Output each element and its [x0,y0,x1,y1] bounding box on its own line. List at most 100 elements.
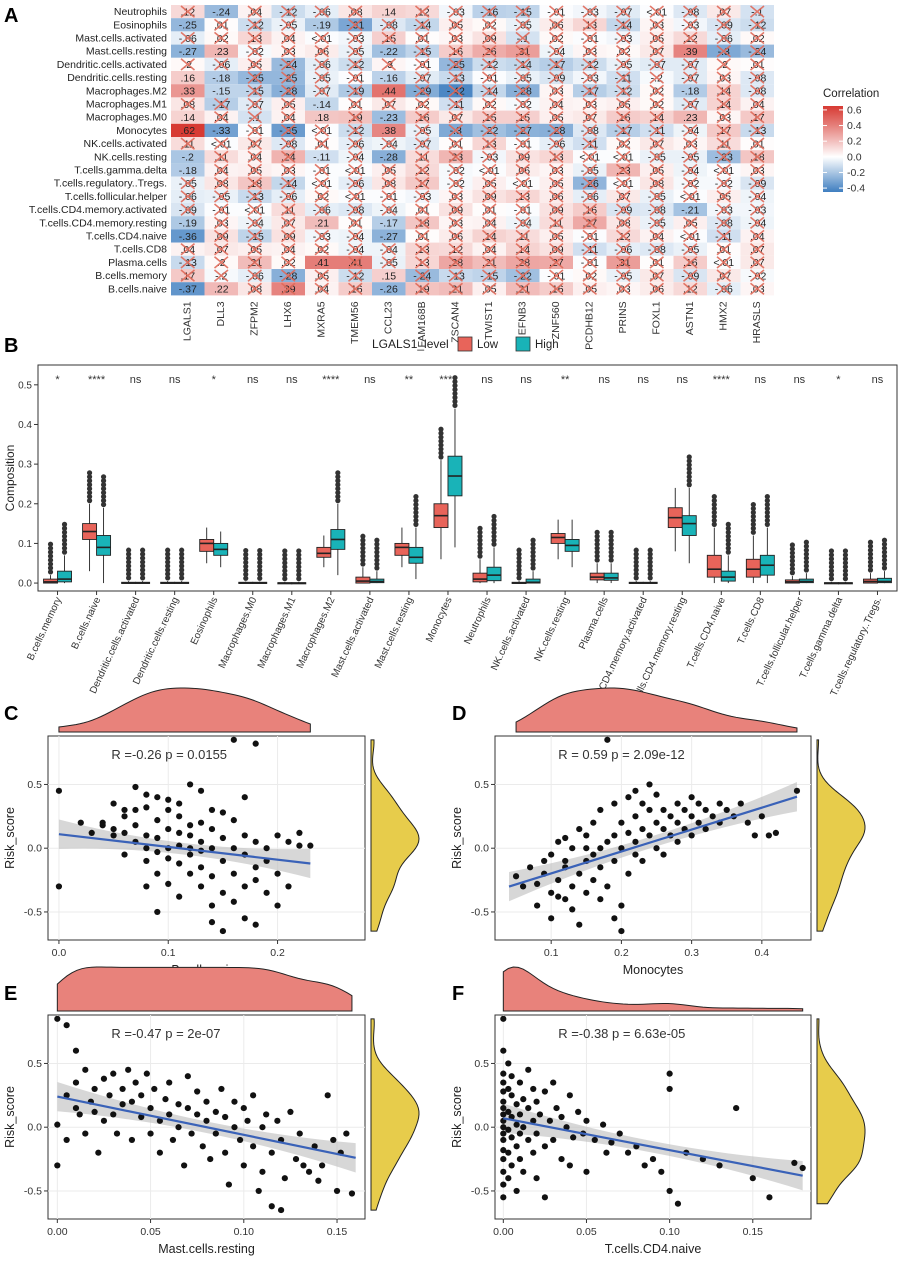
scatter-point [541,1088,548,1095]
heatmap-cross-mark [414,216,430,230]
scatter-point [575,1108,582,1115]
boxplot-outlier [711,513,717,520]
boxplot-outlier [438,426,444,432]
scatter-point [82,1066,89,1073]
heatmap-cell-label: -.28 [380,152,398,164]
correlation-annotation: R =-0.26 p = 0.0155 [111,747,227,762]
heatmap-col-label: ZFPM2 [249,301,261,336]
boxplot-outlier [750,529,756,535]
heatmap-cell-label: -.21 [681,204,699,216]
heatmap-cross-mark [582,282,598,296]
heatmap-cross-mark [615,44,631,58]
scatter-point [566,1092,573,1099]
boxplot-outlier [881,541,888,547]
heatmap-cross-mark [548,216,564,230]
boxplot-outlier [257,563,263,570]
scatter-x-tick-label: 0.10 [659,1226,680,1238]
scatter-point [600,1121,607,1128]
scatter-point [632,851,639,858]
boxplot-outlier [750,513,756,520]
scatter-y-tick-label: 0.0 [474,843,489,855]
boxplot-outlier [647,563,653,569]
heatmap-cross-mark [515,176,531,190]
scatter-point [231,1098,238,1105]
boxplot-outlier [126,571,132,577]
heatmap-cross-mark [749,229,765,243]
scatter-point [716,1162,723,1169]
boxplot-outlier [686,470,692,476]
scatter-point [563,1124,570,1131]
scatter-point [230,736,237,743]
boxplot-outlier [711,509,717,516]
boxplot-legend-key [515,336,531,352]
heatmap-cross-mark [247,282,263,296]
heatmap-cross-mark [582,84,598,98]
heatmap-cross-mark [481,242,497,256]
heatmap-cross-mark [180,58,196,71]
heatmap-cell [372,5,406,19]
heatmap-cross-mark [649,242,665,256]
heatmap-cell-label: -.37 [179,284,197,296]
boxplot-outlier [438,446,444,452]
boxplot-outlier [86,470,93,476]
scatter-point [583,889,590,896]
heatmap-cross-mark [749,242,765,256]
panel-label-d: D [452,703,466,725]
scatter-point [100,1117,108,1124]
boxplot-outlier [491,533,497,539]
scatter-point [77,819,84,826]
scatter-point [604,736,611,743]
heatmap-cell [305,150,339,164]
heatmap-cross-mark [716,18,732,32]
boxplot-y-tick-label: 0.2 [18,499,32,510]
scatter-point [208,902,216,909]
heatmap-cross-mark [280,163,296,177]
scatter-point [562,834,569,842]
boxplot-outlier [828,548,835,554]
heatmap-cross-mark [582,97,598,111]
boxplot-outlier [100,474,107,480]
boxplot-outlier [608,533,614,539]
scatter-y-tick-label: 0.5 [474,779,489,791]
heatmap-cross-mark [582,190,598,203]
heatmap-cross-mark [448,256,464,269]
scatter-point [793,787,801,794]
scatter-point [618,902,625,909]
heatmap-row-label: T.cells.CD4.naive [86,231,167,243]
boxplot-outlier [243,563,249,570]
heatmap-row-label: Dendritic.cells.resting [67,72,167,84]
scatter-point [737,800,744,807]
boxplot-outlier [686,482,692,488]
scatter-point [500,1098,507,1105]
scatter-point [197,787,205,794]
heatmap-cross-mark [280,216,296,230]
scatter-point [175,1124,182,1131]
heatmap-cell [171,282,205,296]
scatter-x-tick-label: 0.15 [327,1226,348,1238]
heatmap-cross-mark [213,242,229,256]
scatter-point [175,1101,182,1108]
scatter-y-label: Risk_score [450,1086,464,1148]
scatter-point [508,1073,515,1080]
boxplot-outlier [491,517,497,524]
boxplot-outlier [881,565,888,571]
scatter-point [611,857,618,865]
scatter-x-tick-label: 0.15 [743,1226,764,1238]
scatter-point [534,902,541,909]
heatmap-cross-mark [180,97,196,111]
heatmap-col-label: CCL23 [383,301,395,334]
heatmap-cross-mark [481,44,497,58]
scatter-point [500,1155,507,1163]
scatter-point [208,873,216,880]
heatmap-cross-mark [682,269,698,282]
heatmap-cross-mark [716,124,732,137]
heatmap-cross-mark [414,110,430,124]
scatter-point [128,1098,136,1105]
boxplot-outlier [608,545,614,551]
boxplot-outlier [126,551,132,557]
heatmap-cross-mark [481,216,497,230]
heatmap-cross-mark [414,44,430,58]
boxplot-outlier [413,505,419,512]
scatter-point [530,1085,537,1093]
boxplot-outlier [477,525,483,531]
